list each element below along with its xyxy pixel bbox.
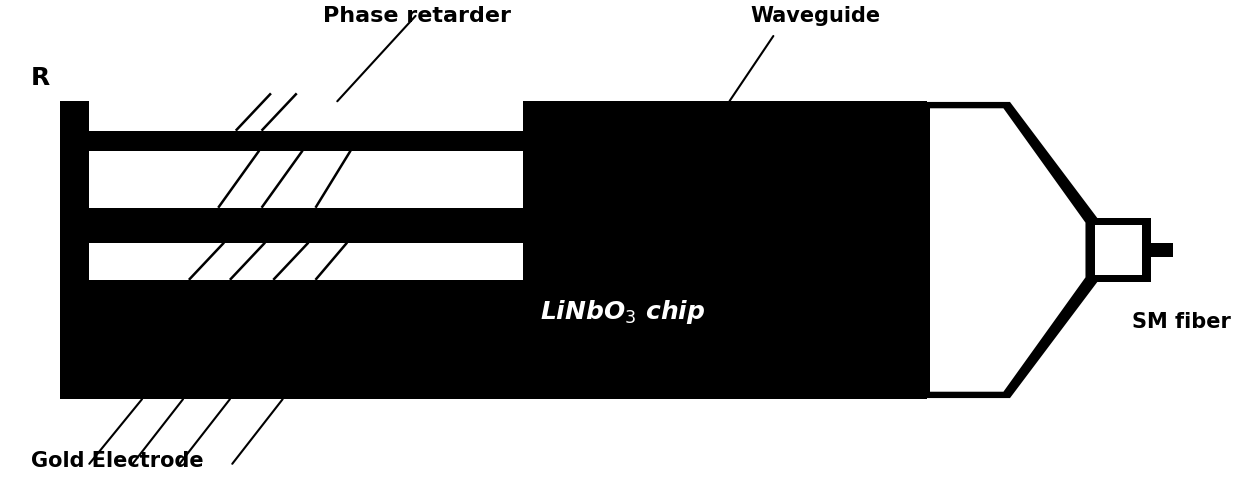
- Bar: [89, 242, 523, 280]
- Text: R: R: [31, 66, 50, 90]
- Bar: [89, 94, 523, 130]
- Text: Phase retarder: Phase retarder: [324, 6, 511, 26]
- Bar: [1151, 242, 1228, 258]
- Bar: [1095, 225, 1142, 275]
- Polygon shape: [921, 104, 1097, 397]
- Text: Waveguide: Waveguide: [751, 6, 880, 26]
- Bar: [89, 150, 523, 208]
- Text: SM fiber: SM fiber: [1132, 312, 1231, 332]
- Text: Gold Electrode: Gold Electrode: [31, 452, 203, 471]
- Text: LiNbO$_3$ chip: LiNbO$_3$ chip: [539, 298, 706, 326]
- Bar: [1090, 218, 1151, 282]
- Polygon shape: [930, 108, 1085, 392]
- Bar: [918, 104, 930, 397]
- Bar: [60, 101, 928, 399]
